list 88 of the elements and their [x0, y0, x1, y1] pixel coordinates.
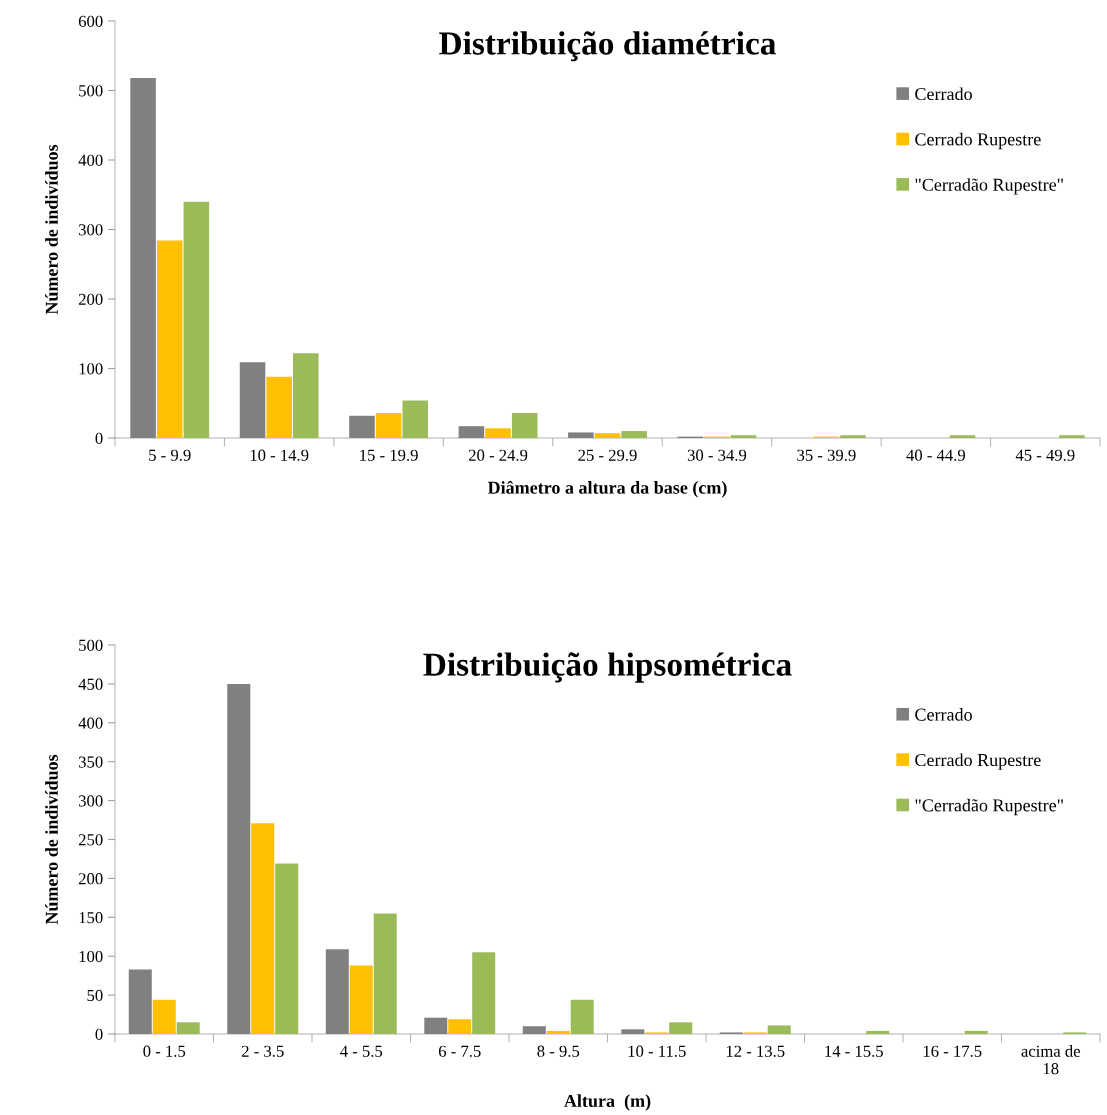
y-tick-label: 350 — [78, 756, 103, 768]
y-tick-label: 450 — [78, 678, 103, 690]
legend-label: "Cerradão Rupestre" — [915, 178, 1063, 195]
bar — [130, 77, 156, 438]
bar — [866, 1030, 890, 1034]
bar — [251, 823, 275, 1034]
x-tick-label: 16 - 17.5 — [923, 1045, 982, 1057]
bar — [293, 353, 319, 438]
y-tick-label: 100 — [79, 950, 103, 963]
bar — [325, 949, 349, 1034]
legend-label: Cerrado — [915, 87, 972, 101]
x-tick-label: 25 - 29.9 — [578, 449, 637, 461]
legend-label: Cerrado — [915, 708, 972, 721]
bar — [176, 1022, 200, 1034]
x-axis-title: Diâmetro a altura da base (cm) — [487, 480, 727, 498]
bar — [156, 240, 183, 438]
bar — [239, 362, 266, 438]
bar — [349, 415, 375, 438]
bar — [621, 1029, 645, 1034]
y-tick-label: 300 — [78, 795, 103, 807]
bar — [402, 400, 429, 438]
bar — [373, 913, 397, 1034]
bar — [183, 201, 210, 438]
bar — [424, 1017, 448, 1034]
x-tick-label: 35 - 39.9 — [797, 449, 856, 461]
y-tick-label: 300 — [78, 224, 103, 236]
bar — [621, 431, 647, 438]
bar — [1059, 435, 1085, 438]
bar — [594, 433, 621, 438]
bar — [275, 863, 299, 1034]
x-tick-label: 40 - 44.9 — [906, 449, 966, 461]
bar — [227, 683, 251, 1034]
bar — [840, 435, 866, 438]
bar — [266, 376, 292, 438]
y-axis-title: Número de indivíduos — [45, 754, 58, 925]
bar — [375, 412, 402, 438]
x-tick-label: 8 - 9.5 — [537, 1045, 580, 1057]
legend-label: "Cerradão Rupestre" — [915, 798, 1063, 816]
bar — [511, 412, 538, 438]
y-tick-label: 400 — [78, 154, 103, 166]
bar — [568, 432, 594, 438]
x-tick-label: 45 - 49.9 — [1015, 449, 1075, 461]
y-tick-label: 500 — [79, 639, 103, 651]
bar — [458, 426, 485, 438]
x-tick-label: 10 - 11.5 — [628, 1045, 686, 1057]
bar — [570, 999, 594, 1034]
x-tick-label: 12 - 13.5 — [726, 1045, 785, 1057]
x-tick-label: 5 - 9.9 — [149, 449, 191, 461]
x-tick-label: 10 - 14.9 — [250, 449, 309, 461]
chart-title: Distribuição hipsométrica — [423, 652, 792, 683]
legend-label: Cerrado Rupestre — [915, 753, 1041, 770]
y-tick-label: 200 — [78, 873, 103, 885]
y-tick-label: 200 — [78, 293, 103, 305]
bar — [730, 435, 757, 438]
y-tick-label: 500 — [79, 85, 103, 97]
y-tick-label: 150 — [79, 912, 103, 924]
x-tick-label: acima de 18 — [1021, 1045, 1081, 1075]
bar — [152, 999, 176, 1034]
x-tick-label: 30 - 34.9 — [687, 449, 747, 461]
bar — [485, 428, 511, 438]
bar — [522, 1026, 546, 1034]
y-tick-label: 50 — [87, 989, 103, 1002]
x-tick-label: 14 - 15.5 — [825, 1045, 883, 1057]
x-tick-label: 2 - 3.5 — [241, 1045, 284, 1057]
bar — [767, 1025, 791, 1034]
x-tick-label: 20 - 24.9 — [468, 449, 528, 461]
bar — [128, 969, 152, 1034]
bar — [472, 952, 496, 1034]
y-tick-label: 250 — [78, 834, 103, 846]
x-tick-label: 0 - 1.5 — [143, 1045, 186, 1057]
bar — [546, 1030, 570, 1034]
x-axis-title: Altura (m) — [564, 1094, 651, 1111]
y-tick-label: 0 — [95, 1028, 103, 1040]
y-tick-label: 400 — [78, 717, 103, 729]
y-axis-title: Número de indivíduos — [45, 144, 58, 315]
bar — [669, 1022, 693, 1034]
x-tick-label: 4 - 5.5 — [340, 1045, 383, 1057]
bar — [448, 1019, 472, 1034]
bar — [349, 965, 373, 1034]
bar — [949, 435, 976, 438]
y-tick-label: 600 — [78, 15, 103, 27]
chart-title: Distribuição diamétrica — [439, 31, 776, 62]
x-tick-label: 15 - 19.9 — [360, 449, 418, 461]
x-tick-label: 6 - 7.5 — [438, 1045, 481, 1057]
y-tick-label: 0 — [95, 432, 103, 444]
legend-label: Cerrado Rupestre — [915, 132, 1041, 150]
y-tick-label: 100 — [79, 363, 103, 375]
bar — [964, 1030, 988, 1034]
